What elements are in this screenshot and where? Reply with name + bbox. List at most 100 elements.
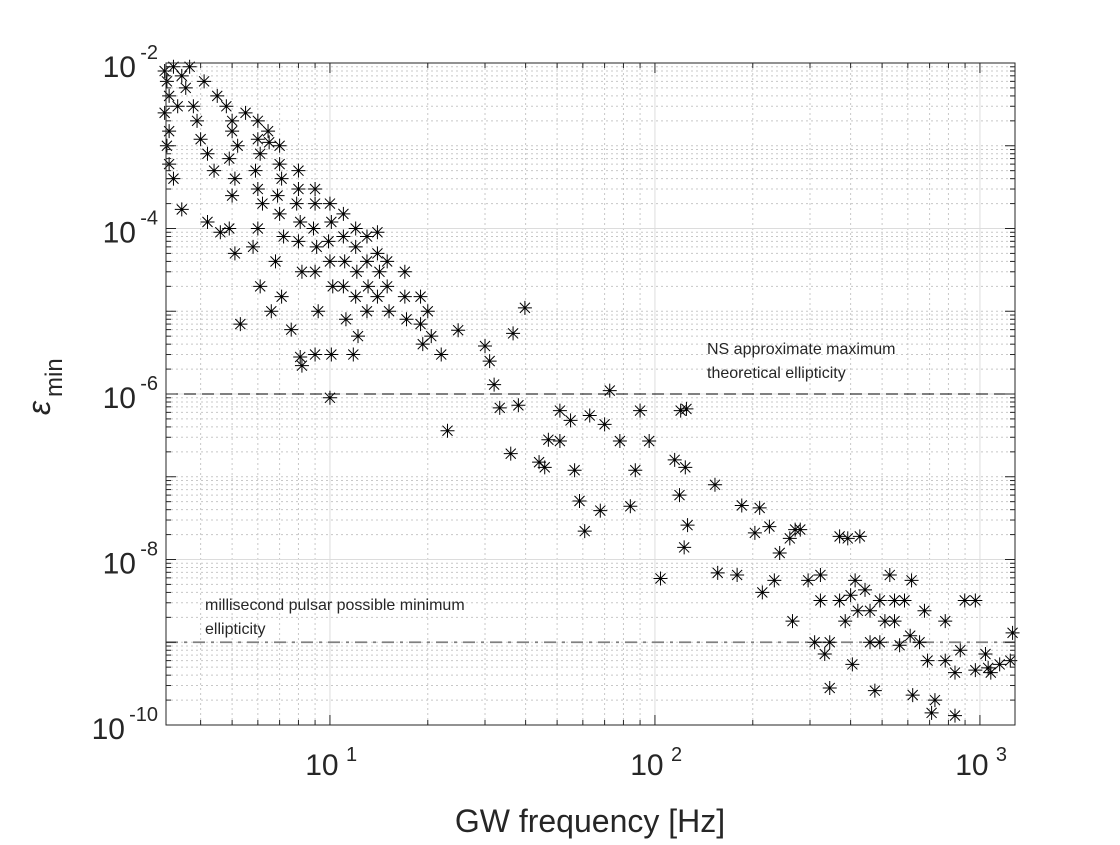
data-point (157, 105, 172, 120)
data-point (541, 432, 556, 447)
data-point (440, 423, 455, 438)
data-point (858, 582, 873, 597)
data-point (262, 135, 277, 150)
data-point (867, 683, 882, 698)
data-point (337, 254, 352, 269)
data-point (822, 680, 837, 695)
data-point (225, 188, 240, 203)
data-point (291, 163, 306, 178)
y-axis-label-symbol: ε (21, 400, 57, 415)
data-point (832, 593, 847, 608)
data-point (730, 567, 745, 582)
data-point (197, 74, 212, 89)
data-point (832, 529, 847, 544)
data-point (311, 304, 326, 319)
data-point (324, 347, 339, 362)
data-point (309, 239, 324, 254)
x-tick-label-base: 10 (630, 749, 663, 782)
data-point (602, 383, 617, 398)
x-tick-label-base: 10 (955, 749, 988, 782)
data-point (904, 573, 919, 588)
x-tick-label-base: 10 (305, 749, 338, 782)
data-point (294, 358, 309, 373)
data-point (230, 138, 245, 153)
data-point (957, 593, 972, 608)
data-point (707, 477, 722, 492)
data-point (492, 400, 507, 415)
data-point (863, 635, 878, 650)
data-points (157, 59, 1020, 723)
data-point (193, 132, 208, 147)
data-point (413, 317, 428, 332)
data-point (813, 593, 828, 608)
data-point (678, 460, 693, 475)
data-point (752, 500, 767, 515)
data-point (382, 304, 397, 319)
data-point (567, 463, 582, 478)
data-point (552, 403, 567, 418)
data-point (887, 614, 902, 629)
data-point (186, 99, 201, 114)
data-point (219, 99, 234, 114)
y-tick-label-exponent: -4 (140, 208, 158, 230)
data-point (420, 304, 435, 319)
data-point (577, 524, 592, 539)
data-point (981, 660, 996, 675)
data-point (227, 171, 242, 186)
y-tick-label-exponent: -6 (140, 373, 158, 395)
data-point (747, 525, 762, 540)
data-point (351, 329, 366, 344)
data-point (336, 206, 351, 221)
data-point (572, 493, 587, 508)
x-tick-labels: 10 1 10 2 10 3 (305, 744, 1007, 782)
data-point (306, 221, 321, 236)
data-point (782, 531, 797, 546)
data-point (415, 337, 430, 352)
data-point (517, 300, 532, 315)
data-point (225, 113, 240, 128)
data-point (178, 80, 193, 95)
data-point (294, 264, 309, 279)
data-point (359, 229, 374, 244)
data-point (276, 229, 291, 244)
data-point (1005, 625, 1020, 640)
data-point (938, 614, 953, 629)
data-point (863, 603, 878, 618)
data-point (166, 59, 181, 74)
data-point (255, 196, 270, 211)
data-point (927, 693, 942, 708)
data-point (978, 647, 993, 662)
data-point (772, 545, 787, 560)
data-point (322, 254, 337, 269)
data-point (261, 124, 276, 139)
y-tick-label-exponent: -10 (129, 704, 158, 726)
data-point (250, 182, 265, 197)
data-point (905, 688, 920, 703)
data-point (166, 171, 181, 186)
data-point (924, 705, 939, 720)
data-point (162, 124, 177, 139)
data-point (336, 279, 351, 294)
data-point (503, 446, 518, 461)
data-point (892, 638, 907, 653)
data-point (413, 289, 428, 304)
data-point (968, 663, 983, 678)
data-point (838, 614, 853, 629)
data-point (807, 635, 822, 650)
data-point (182, 59, 197, 74)
data-point (487, 377, 502, 392)
data-point (850, 603, 865, 618)
data-point (359, 254, 374, 269)
data-point (222, 221, 237, 236)
data-point (801, 573, 816, 588)
data-point (207, 163, 222, 178)
data-point (478, 339, 493, 354)
data-point (767, 573, 782, 588)
data-point (852, 529, 867, 544)
data-point (272, 157, 287, 172)
data-point (284, 322, 299, 337)
data-point (633, 403, 648, 418)
data-point (563, 413, 578, 428)
